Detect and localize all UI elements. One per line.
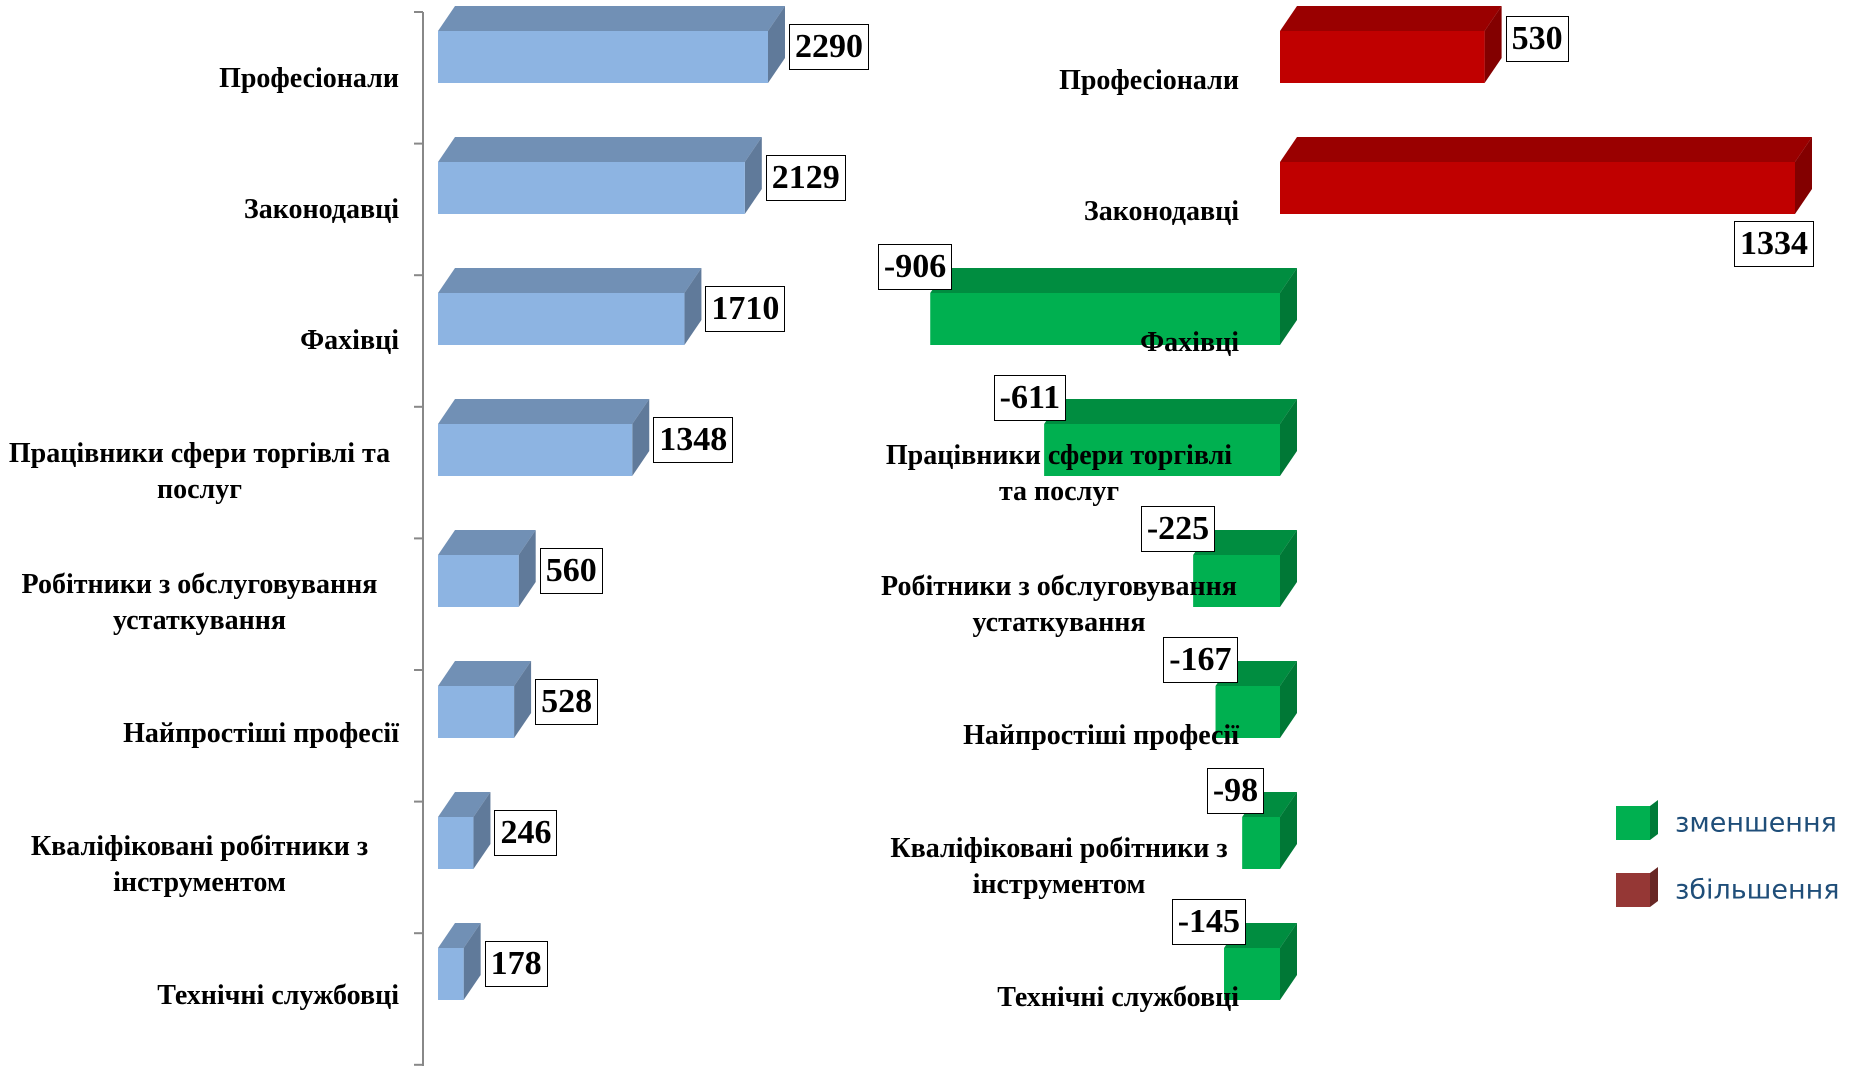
value-label: -611 — [993, 375, 1067, 421]
bar-top — [438, 399, 650, 424]
category-label: Робітники з обслуговування устаткування — [881, 571, 1237, 638]
bar-side — [744, 137, 762, 214]
bar-top — [438, 6, 785, 31]
category-label: Найпростіші професії — [123, 718, 399, 749]
legend-swatch — [1616, 873, 1650, 907]
bar-top — [438, 661, 532, 686]
bar-side — [514, 661, 532, 738]
value-label: 1348 — [653, 417, 734, 463]
value-label: 1334 — [1734, 221, 1814, 267]
value-label: 246 — [494, 810, 558, 856]
category-label: Робітники з обслуговування устаткування — [21, 569, 378, 636]
category-label: Технічні службовці — [157, 980, 399, 1011]
bar-side — [1280, 268, 1297, 345]
bar-top — [1044, 399, 1297, 424]
value-label: -145 — [1171, 899, 1247, 945]
category-label: Кваліфіковані робітники з інструментом — [30, 831, 369, 898]
bar-side — [1795, 137, 1812, 214]
category-label: Професіонали — [1059, 65, 1239, 96]
bar-side — [768, 6, 785, 83]
bar-side — [1280, 530, 1297, 607]
bar — [438, 162, 745, 214]
bar — [1044, 424, 1280, 476]
bar-side — [632, 399, 650, 476]
bar-side — [463, 923, 481, 1000]
legend-label: зменшення — [1675, 807, 1837, 839]
legend-label: збільшення — [1675, 874, 1840, 906]
bar — [1215, 686, 1280, 738]
category-label: Працівники сфери торгівлі та послуг — [8, 438, 391, 505]
bar — [438, 817, 474, 869]
value-label: -98 — [1206, 768, 1265, 814]
bar-top — [1280, 137, 1812, 162]
value-label: 528 — [535, 679, 599, 725]
category-label: Законодавці — [1083, 196, 1239, 227]
bar-side — [518, 530, 536, 607]
value-label: 2129 — [765, 155, 846, 201]
bar-top — [1280, 6, 1502, 31]
bar-side — [473, 792, 491, 869]
legend-swatch-side — [1650, 800, 1658, 840]
bar — [438, 424, 633, 476]
bar — [1193, 555, 1280, 607]
legend-swatch-side — [1650, 867, 1658, 907]
category-label: Працівники сфери торгівлі та послуг — [885, 440, 1233, 507]
category-label: Професіонали — [219, 63, 399, 94]
bar — [438, 555, 519, 607]
bar-side — [1280, 661, 1297, 738]
value-label: -167 — [1163, 637, 1238, 683]
bar-side — [684, 268, 702, 345]
bar — [438, 686, 515, 738]
bar-top — [438, 792, 491, 817]
category-label: Найпростіші професії — [963, 720, 1239, 751]
bar-top — [930, 268, 1297, 293]
bar — [438, 31, 768, 83]
value-label: 1710 — [705, 286, 786, 332]
bar — [1242, 817, 1280, 869]
bar-top — [438, 923, 481, 948]
bar — [438, 293, 685, 345]
value-label: 560 — [539, 548, 603, 594]
bar — [438, 948, 464, 1000]
value-label: -906 — [877, 244, 953, 290]
bar — [1280, 162, 1795, 214]
bar-side — [1484, 6, 1502, 83]
legend-swatch — [1616, 806, 1650, 840]
category-label: Кваліфіковані робітники з інструментом — [890, 833, 1228, 900]
bar — [930, 293, 1280, 345]
bar-top — [438, 268, 702, 293]
bar-top — [1193, 530, 1297, 555]
bar-side — [1280, 399, 1297, 476]
category-label: Технічні службовці — [997, 982, 1239, 1013]
category-label: Фахівці — [1140, 327, 1239, 358]
category-label: Фахівці — [300, 325, 399, 356]
value-label: 178 — [484, 941, 548, 987]
bar — [1280, 31, 1485, 83]
value-label: 530 — [1505, 16, 1569, 62]
value-label: -225 — [1140, 506, 1216, 552]
bar — [1224, 948, 1280, 1000]
category-label: Законодавці — [243, 194, 399, 225]
bar-side — [1280, 923, 1297, 1000]
bar-top — [438, 530, 536, 555]
bar-top — [438, 137, 762, 162]
value-label: 2290 — [789, 24, 869, 70]
bar-side — [1280, 792, 1297, 869]
